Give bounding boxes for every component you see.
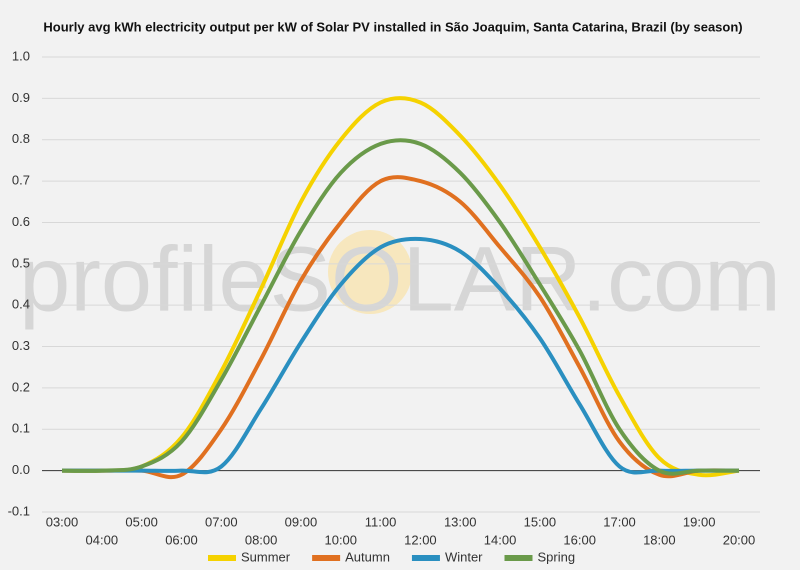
- y-tick-label: 0.3: [12, 338, 30, 353]
- y-tick-label: 0.6: [12, 214, 30, 229]
- x-tick-label: 09:00: [285, 514, 318, 529]
- y-tick-label: -0.1: [8, 503, 30, 518]
- x-tick-label: 11:00: [365, 514, 397, 529]
- x-tick-label: 12:00: [404, 532, 437, 547]
- y-tick-label: 0.5: [12, 255, 30, 270]
- y-tick-label: 0.7: [12, 173, 30, 188]
- x-tick-label: 13:00: [444, 514, 477, 529]
- y-tick-label: 0.4: [12, 297, 30, 312]
- chart-title: Hourly avg kWh electricity output per kW…: [43, 19, 742, 34]
- x-tick-label: 07:00: [205, 514, 238, 529]
- y-tick-label: 0.2: [12, 379, 30, 394]
- x-tick-label: 16:00: [563, 532, 596, 547]
- series-line: [61, 236, 739, 475]
- legend-swatch: [411, 555, 440, 561]
- legend-swatch: [208, 555, 236, 561]
- x-tick-label: 14:00: [484, 532, 517, 547]
- series-line: [61, 175, 740, 480]
- legend-label: Winter: [445, 549, 483, 564]
- x-tick-label: 10:00: [324, 532, 357, 547]
- series-line: [61, 138, 739, 476]
- y-tick-label: 0.0: [12, 462, 30, 477]
- x-tick-label: 19:00: [683, 514, 716, 529]
- x-tick-label: 03:00: [46, 514, 79, 529]
- y-tick-label: 0.1: [12, 421, 30, 436]
- x-tick-label: 06:00: [165, 532, 198, 547]
- x-tick-label: 04:00: [86, 532, 119, 547]
- y-tick-label: 1.0: [12, 48, 30, 63]
- watermark-sun: [328, 230, 412, 314]
- x-tick-label: 08:00: [245, 532, 278, 547]
- y-tick-label: 0.8: [12, 131, 30, 146]
- x-tick-label: 20:00: [723, 532, 756, 547]
- y-tick-label: 0.9: [12, 90, 30, 105]
- x-tick-label: 17:00: [603, 514, 636, 529]
- legend-swatch: [504, 555, 533, 561]
- legend-label: Spring: [538, 549, 576, 564]
- legend-label: Summer: [241, 549, 291, 564]
- x-tick-label: 05:00: [125, 514, 158, 529]
- x-tick-label: 15:00: [524, 514, 557, 529]
- x-tick-label: 18:00: [643, 532, 676, 547]
- series-line: [61, 96, 740, 478]
- legend-swatch: [312, 555, 341, 561]
- watermark: profileSOLAR.com: [19, 228, 781, 330]
- legend-label: Autumn: [345, 549, 390, 564]
